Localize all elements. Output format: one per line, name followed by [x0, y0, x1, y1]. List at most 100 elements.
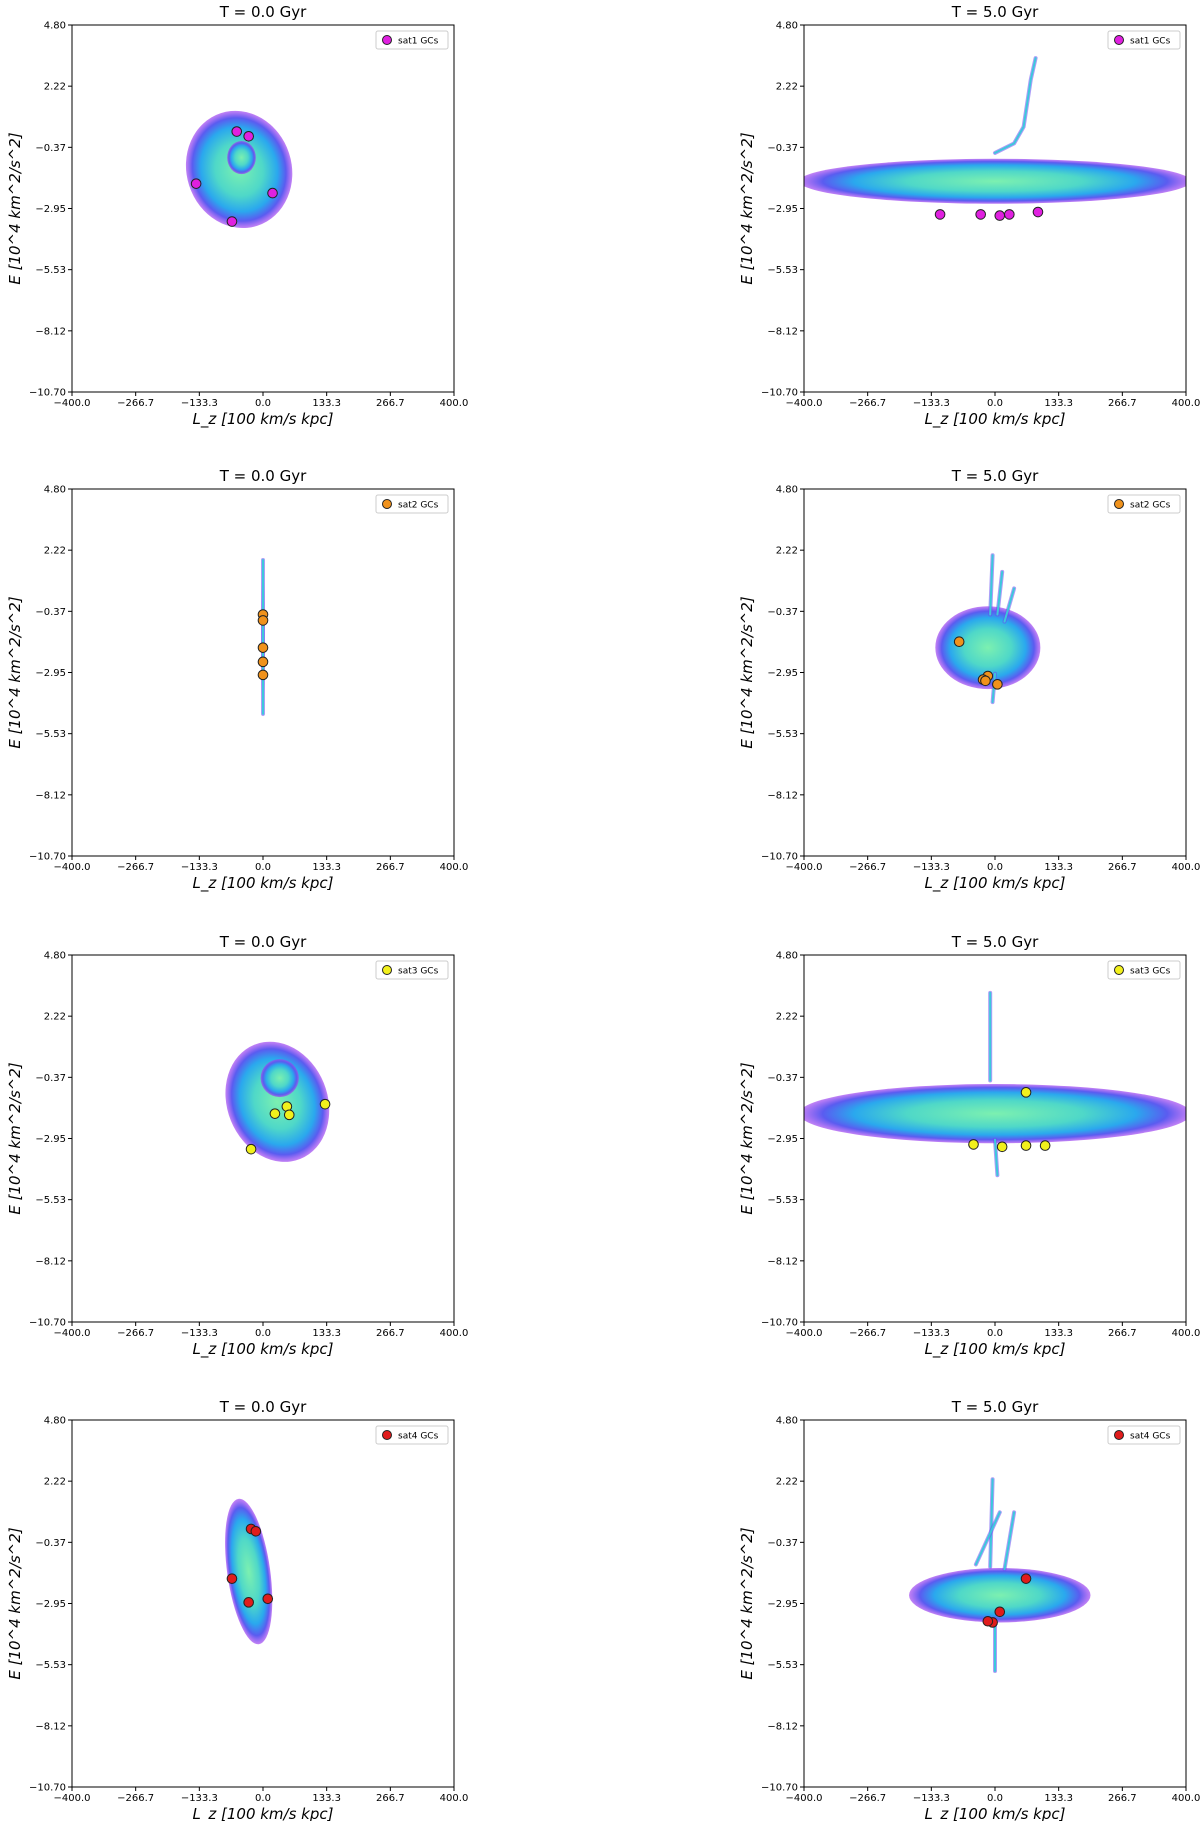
gc-point	[975, 209, 986, 220]
x-tick-label: −400.0	[53, 1793, 90, 1804]
x-tick-label: −133.3	[181, 862, 218, 873]
y-tick-label: 4.80	[44, 21, 66, 32]
x-tick-label: −400.0	[785, 862, 822, 873]
legend-box	[375, 30, 449, 50]
x-tick-label: −133.3	[181, 398, 218, 409]
legend-marker	[382, 965, 392, 975]
gc-point	[1032, 206, 1044, 218]
y-tick-label: −0.37	[35, 143, 66, 154]
density-cloud	[225, 1041, 330, 1162]
x-tick-label: 133.3	[312, 862, 341, 873]
x-tick-label: −266.7	[117, 1328, 154, 1339]
x-tick-label: 133.3	[312, 1793, 341, 1804]
gc-point	[267, 187, 278, 199]
gc-point	[226, 216, 238, 227]
gc-point	[262, 1593, 274, 1605]
x-tick-label: −266.7	[849, 1793, 886, 1804]
y-axis-label: E [10^4 km^2/s^2]	[738, 132, 756, 284]
x-tick-label: 266.7	[1108, 1793, 1137, 1804]
plot-area	[935, 553, 1041, 705]
x-axis-label: L_z [100 km/s kpc]	[193, 410, 334, 429]
legend-box	[1107, 960, 1181, 980]
y-tick-label: −10.70	[29, 388, 66, 399]
panel-sat3-t5: T = 5.0 Gyr −400.0 −266.7 −133.3 0.0 133.3 266…	[738, 933, 1200, 1359]
x-tick-label: 133.3	[1044, 398, 1073, 409]
x-tick-label: −133.3	[913, 398, 950, 409]
plot-area	[225, 1041, 331, 1162]
x-tick-label: 400.0	[1172, 398, 1200, 409]
y-tick-label: −5.53	[767, 265, 798, 276]
y-tick-label: −0.37	[767, 143, 798, 154]
panel-title: T = 5.0 Gyr	[951, 1398, 1039, 1416]
x-tick-label: 0.0	[987, 398, 1003, 409]
y-tick-label: 4.80	[44, 951, 66, 962]
x-tick-label: 133.3	[312, 398, 341, 409]
y-tick-label: −10.70	[29, 852, 66, 863]
gc-point	[243, 1597, 254, 1608]
y-tick-label: −10.70	[29, 1318, 66, 1329]
panel-sat4-t0: T = 0.0 Gyr −400.0 −266.7 −133.3 0.0 133.3 266…	[6, 1398, 468, 1821]
gc-point	[968, 1139, 979, 1150]
legend-box	[375, 1425, 449, 1445]
x-tick-label: −400.0	[53, 1328, 90, 1339]
x-tick-label: 0.0	[987, 1793, 1003, 1804]
legend-marker	[1114, 35, 1124, 45]
legend-marker	[382, 35, 392, 45]
x-tick-label: −266.7	[117, 1793, 154, 1804]
x-axis-label: L_z [100 km/s kpc]	[925, 1805, 1066, 1821]
gc-point	[257, 669, 269, 681]
x-tick-label: 400.0	[1172, 1328, 1200, 1339]
legend: sat4 GCs	[375, 1425, 449, 1445]
x-tick-label: 400.0	[440, 398, 469, 409]
x-tick-label: −133.3	[913, 1793, 950, 1804]
gc-point	[1020, 1140, 1032, 1151]
x-tick-label: 400.0	[1172, 1793, 1200, 1804]
y-tick-label: 2.22	[44, 1477, 66, 1488]
axes-frame	[803, 24, 1187, 393]
gc-point	[257, 656, 269, 668]
gc-point	[257, 615, 269, 626]
x-tick-label: 266.7	[1108, 398, 1137, 409]
panel-sat2-t0: T = 0.0 Gyr −400.0 −266.7 −133.3 0.0 133.3 266…	[6, 467, 468, 893]
stream-line	[974, 1511, 1001, 1566]
panel-title: T = 0.0 Gyr	[219, 3, 307, 21]
x-axis-label: L_z [100 km/s kpc]	[193, 1805, 334, 1821]
gc-point	[994, 1606, 1006, 1618]
density-cloud	[227, 141, 256, 175]
x-tick-label: 266.7	[376, 1328, 405, 1339]
gc-point	[1020, 1573, 1032, 1584]
x-tick-label: −133.3	[913, 862, 950, 873]
gc-point	[319, 1098, 331, 1110]
gc-point	[1004, 209, 1015, 220]
y-tick-label: −8.12	[35, 790, 66, 801]
legend-label: sat1 GCs	[1130, 37, 1171, 47]
y-tick-label: 4.80	[776, 1416, 798, 1427]
x-tick-label: 0.0	[987, 1328, 1003, 1339]
x-axis-label: L_z [100 km/s kpc]	[925, 410, 1066, 429]
y-tick-label: −2.95	[35, 1599, 66, 1610]
y-tick-label: 2.22	[44, 82, 66, 93]
y-tick-label: 4.80	[776, 21, 798, 32]
y-tick-label: −10.70	[761, 1318, 798, 1329]
x-tick-label: 266.7	[376, 862, 405, 873]
y-axis-label: E [10^4 km^2/s^2]	[6, 1527, 24, 1679]
y-tick-label: 2.22	[44, 1012, 66, 1023]
legend: sat2 GCs	[1107, 494, 1181, 514]
x-tick-label: −266.7	[849, 398, 886, 409]
legend-marker	[1114, 965, 1124, 975]
plot-area	[804, 56, 1186, 221]
x-tick-label: −266.7	[117, 862, 154, 873]
y-tick-label: −2.95	[767, 204, 798, 215]
gc-point	[980, 675, 991, 687]
panel-title: T = 0.0 Gyr	[219, 467, 307, 485]
x-tick-label: 400.0	[440, 862, 469, 873]
y-tick-label: −8.12	[35, 1721, 66, 1732]
x-tick-label: −266.7	[117, 398, 154, 409]
legend-marker	[1114, 499, 1124, 509]
y-tick-label: −10.70	[761, 852, 798, 863]
y-tick-label: −8.12	[767, 1256, 798, 1267]
legend-marker	[382, 1430, 392, 1440]
x-tick-label: 266.7	[1108, 862, 1137, 873]
y-tick-label: 2.22	[776, 546, 798, 557]
